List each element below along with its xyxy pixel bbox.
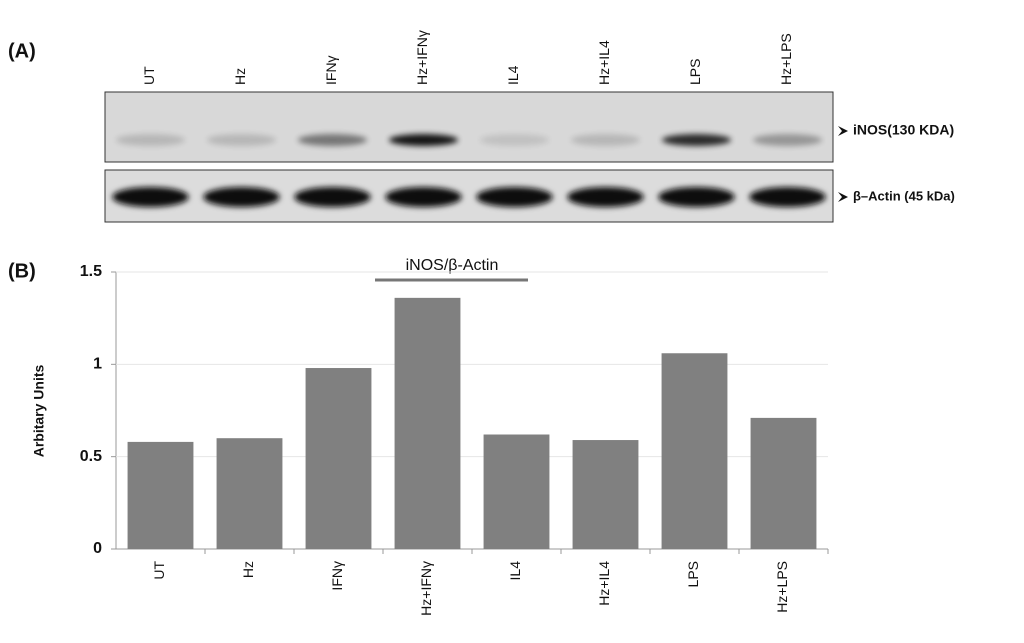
bar bbox=[395, 298, 461, 549]
x-tick-label: IL4 bbox=[507, 561, 523, 581]
lane-label: Hz+IFNγ bbox=[414, 30, 430, 85]
x-tick-label: Hz+LPS bbox=[774, 561, 790, 613]
lane-label: UT bbox=[141, 66, 157, 85]
x-tick-label: LPS bbox=[685, 561, 701, 587]
y-tick-label: 1.5 bbox=[80, 263, 102, 280]
actin-band bbox=[112, 187, 188, 207]
lane-label: Hz+LPS bbox=[778, 33, 794, 85]
panel-label: (B) bbox=[8, 260, 36, 282]
x-tick-label: UT bbox=[151, 561, 167, 580]
bar bbox=[306, 368, 372, 549]
inos-blot bbox=[105, 92, 833, 162]
x-tick-label: Hz bbox=[240, 561, 256, 578]
y-axis-label: Arbitary Units bbox=[31, 365, 47, 458]
x-tick-label: Hz+IL4 bbox=[596, 561, 612, 606]
panel-label: (A) bbox=[8, 40, 36, 62]
actin-band bbox=[476, 187, 552, 207]
band-label: iNOS(130 KDA) bbox=[853, 122, 954, 138]
arrow bbox=[838, 192, 848, 202]
lane-label: Hz bbox=[232, 68, 248, 85]
bar bbox=[573, 440, 639, 549]
actin-band bbox=[294, 187, 370, 207]
inos-band bbox=[480, 134, 549, 146]
bar bbox=[751, 418, 817, 549]
actin-band bbox=[658, 187, 734, 207]
actin-band bbox=[203, 187, 279, 207]
y-tick-label: 0 bbox=[93, 540, 102, 557]
inos-band bbox=[116, 134, 185, 146]
figure: (A) iNOS(130 KDA) β–Actin (45 kDa) (B) i… bbox=[0, 0, 1024, 643]
inos-band bbox=[207, 134, 276, 146]
actin-band bbox=[385, 187, 461, 207]
lane-label: IL4 bbox=[505, 65, 521, 85]
inos-band bbox=[753, 134, 822, 146]
lane-label: Hz+IL4 bbox=[596, 40, 612, 85]
lane-label: LPS bbox=[687, 59, 703, 85]
x-tick-label: Hz+IFNγ bbox=[418, 561, 434, 616]
bar bbox=[128, 442, 194, 549]
lane-label: IFNγ bbox=[323, 55, 339, 85]
inos-band bbox=[571, 134, 640, 146]
x-tick-label: IFNγ bbox=[329, 561, 345, 591]
y-tick-label: 1 bbox=[93, 356, 102, 373]
bar bbox=[217, 438, 283, 549]
actin-band bbox=[567, 187, 643, 207]
arrow bbox=[838, 126, 848, 136]
bar bbox=[484, 435, 550, 549]
bar bbox=[662, 353, 728, 549]
inos-band bbox=[298, 134, 367, 146]
y-tick-label: 0.5 bbox=[80, 448, 102, 465]
inos-band bbox=[662, 134, 731, 146]
inos-band bbox=[389, 134, 458, 146]
actin-band bbox=[749, 187, 825, 207]
band-label: β–Actin (45 kDa) bbox=[853, 188, 955, 203]
